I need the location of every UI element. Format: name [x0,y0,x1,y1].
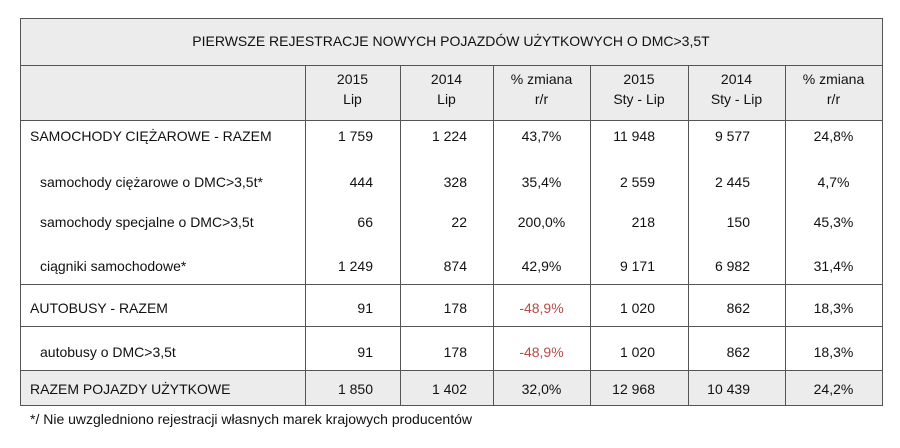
cell: 91 [357,300,373,316]
column-header: 2015 [336,71,369,87]
rule [20,326,883,327]
rule [785,65,786,406]
rule [20,18,883,19]
column-header: 2015 [623,71,655,87]
column-header: Lip [343,91,362,107]
header-bg [20,18,882,120]
cell: 12 968 [612,381,655,397]
cell: 31,4% [813,258,854,274]
row-label: samochody specjalne o DMC>3,5t [40,214,254,230]
cell: 9 171 [619,258,655,274]
row-label: autobusy o DMC>3,5t [40,344,176,360]
rule [20,18,21,406]
total-bg [20,370,882,405]
cell: 24,2% [813,381,854,397]
cell: 862 [726,300,750,316]
cell: 1 402 [431,381,467,397]
cell: 4,7% [817,174,850,190]
cell: 66 [357,214,373,230]
cell: 10 439 [707,381,750,397]
row-label: samochody ciężarowe o DMC>3,5t* [40,174,263,190]
row-label: RAZEM POJAZDY UŻYTKOWE [30,381,231,397]
column-header: % zmiana [802,71,865,87]
rule [882,18,883,406]
cell: 444 [349,174,373,190]
cell: 178 [443,344,467,360]
cell: 45,3% [813,214,854,230]
rule [20,405,883,406]
cell: 22 [451,214,467,230]
column-header: r/r [534,91,549,107]
cell: 6 982 [714,258,750,274]
rule [305,65,306,406]
row-label: AUTOBUSY - RAZEM [30,300,168,316]
cell: 1 020 [619,344,655,360]
cell: 2 559 [619,174,655,190]
cell: 150 [726,214,750,230]
cell: 1 224 [431,128,467,144]
cell: 328 [443,174,467,190]
cell: 874 [443,258,467,274]
cell: -48,9% [519,344,564,360]
cell: 24,8% [813,128,854,144]
cell: 43,7% [521,128,562,144]
row-label: ciągniki samochodowe* [40,258,187,274]
cell: -48,9% [519,300,564,316]
rule [493,65,494,406]
cell: 2 445 [714,174,750,190]
cell: 1 850 [337,381,373,397]
cell: 32,0% [521,381,562,397]
cell: 35,4% [521,174,562,190]
title: PIERWSZE REJESTRACJE NOWYCH POJAZDÓW UŻY… [192,33,710,49]
cell: 42,9% [521,258,562,274]
row-label: SAMOCHODY CIĘŻAROWE - RAZEM [30,128,272,144]
cell: 178 [443,300,467,316]
cell: 218 [631,214,655,230]
rule [20,120,883,121]
rule [20,284,883,285]
rule [400,65,401,406]
cell: 862 [726,344,750,360]
cell: 18,3% [813,300,854,316]
cell: 91 [357,344,373,360]
cell: 9 577 [714,128,750,144]
rule [590,65,591,406]
footnote: */ Nie uwzgledniono rejestracji własnych… [30,411,472,427]
column-header: % zmiana [510,71,573,87]
cell: 1 020 [619,300,655,316]
column-header: 2014 [430,71,463,87]
cell: 1 249 [337,258,373,274]
rule [20,370,883,371]
rule [688,65,689,406]
rule [20,65,883,66]
column-header: Lip [437,91,456,107]
cell: 11 948 [613,128,655,144]
cell: 200,0% [517,214,566,230]
column-header: 2014 [720,71,753,87]
column-header: Sty - Lip [710,91,763,107]
cell: 1 759 [337,128,373,144]
column-header: Sty - Lip [613,91,665,107]
column-header: r/r [826,91,841,107]
cell: 18,3% [813,344,854,360]
